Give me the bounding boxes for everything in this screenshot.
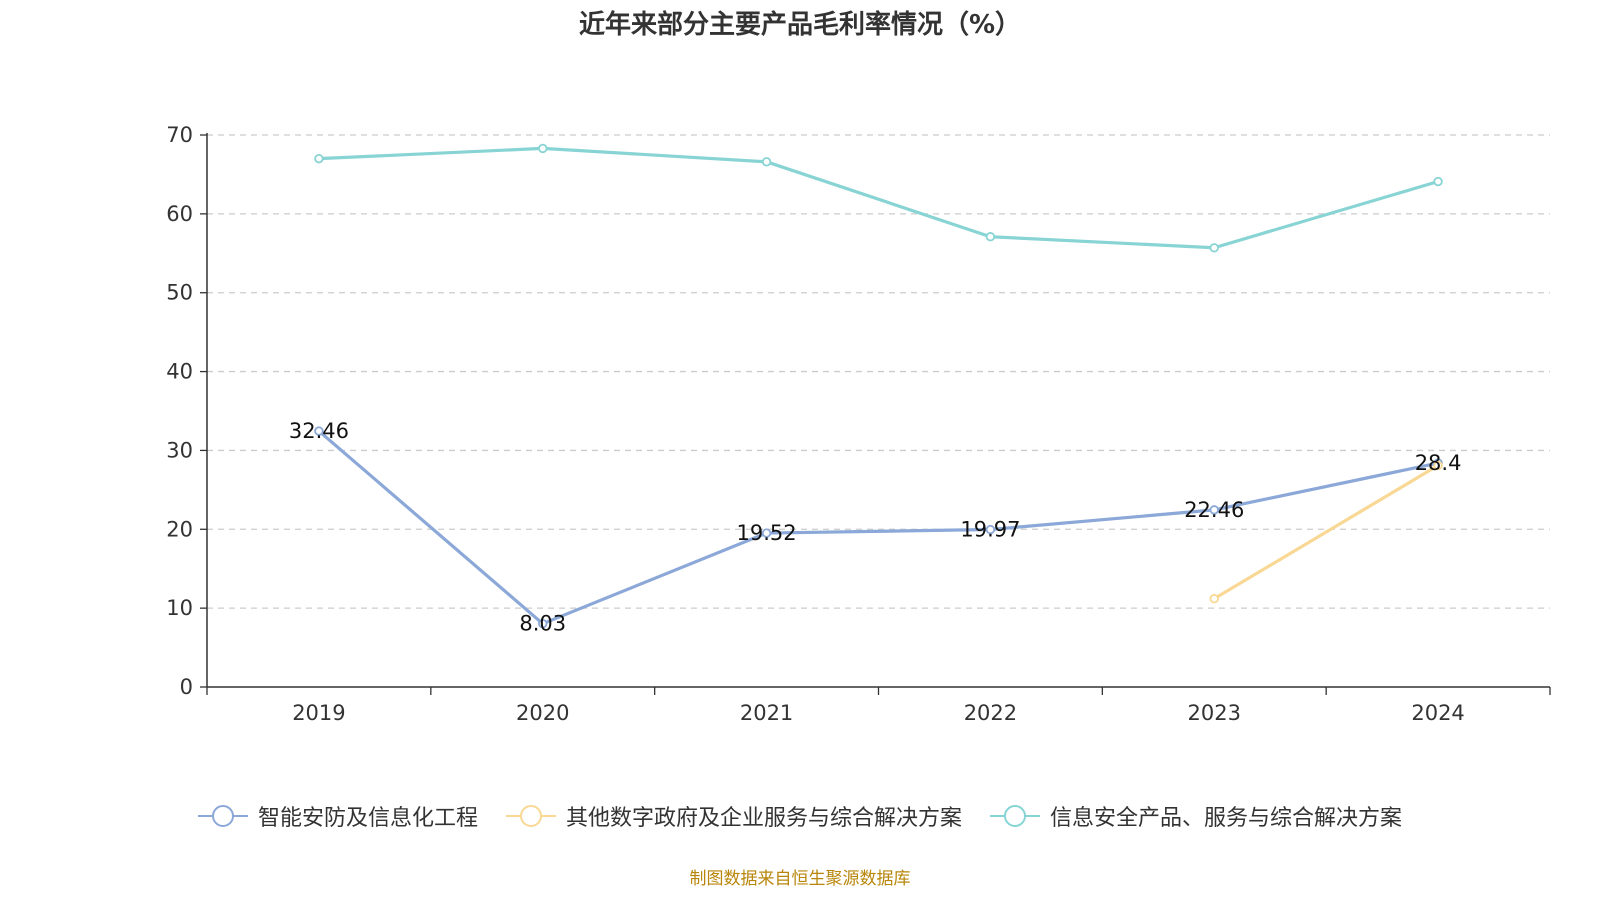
legend-line-circle-icon <box>990 805 1040 827</box>
x-tick-label: 2022 <box>964 701 1017 725</box>
y-tick-label: 10 <box>166 596 193 620</box>
y-tick-label: 30 <box>166 438 193 462</box>
y-tick-label: 50 <box>166 281 193 305</box>
data-label: 8.03 <box>519 612 566 636</box>
y-tick-label: 70 <box>166 123 193 147</box>
grid-lines <box>207 134 1550 609</box>
data-point <box>538 618 548 629</box>
legend-circle <box>519 805 542 827</box>
series-line-2 <box>318 146 1439 250</box>
legend-line-circle-icon <box>505 805 556 827</box>
data-point <box>985 524 996 535</box>
data-label: 19.52 <box>737 521 797 545</box>
data-point <box>1433 176 1443 187</box>
data-labels: 32.46 8.03 19.52 19.97 22.46 28.4 <box>289 419 1462 636</box>
data-point <box>1209 243 1219 253</box>
data-label: 32.46 <box>289 419 349 443</box>
legend-item-0[interactable]: 智能安防及信息化工程 <box>197 800 478 832</box>
source-note: 制图数据来自恒生聚源数据库 <box>689 869 911 889</box>
x-tick-label: 2021 <box>740 701 793 725</box>
data-label: 28.4 <box>1415 451 1462 475</box>
data-point <box>761 157 772 167</box>
legend-circle <box>1004 805 1026 827</box>
legend-circle <box>211 805 234 827</box>
x-tick-label: 2023 <box>1188 701 1241 725</box>
chart-title: 近年来部分主要产品毛利率情况（%） <box>578 10 1022 40</box>
data-point <box>1209 593 1219 604</box>
axes: 0 10 20 30 40 50 60 70 2019 2020 2021 2022 2023 2024 <box>166 123 1551 725</box>
x-tick-label: 2019 <box>292 701 345 725</box>
data-point <box>314 153 324 164</box>
data-point <box>538 143 548 154</box>
data-label: 22.46 <box>1184 498 1244 522</box>
legend-label: 其他数字政府及企业服务与综合解决方案 <box>565 806 962 831</box>
series-line-0 <box>317 429 1439 626</box>
x-tick-label: 2024 <box>1411 701 1464 725</box>
y-tick-label: 0 <box>180 675 193 699</box>
data-point <box>1209 505 1219 515</box>
data-label: 19.97 <box>960 518 1020 542</box>
x-tick-label: 2020 <box>516 701 569 725</box>
legend: 智能安防及信息化工程 其他数字政府及企业服务与综合解决方案 信息安全产品、服务与综合… <box>0 800 1600 832</box>
series-lines <box>314 143 1443 629</box>
data-point <box>314 426 324 436</box>
data-point <box>985 232 996 242</box>
legend-item-2[interactable]: 信息安全产品、服务与综合解决方案 <box>990 800 1402 832</box>
data-point <box>761 528 772 538</box>
y-tick-label: 60 <box>166 202 193 226</box>
y-tick-label: 20 <box>166 517 193 541</box>
legend-label: 信息安全产品、服务与综合解决方案 <box>1050 806 1403 831</box>
y-tick-label: 40 <box>166 360 193 384</box>
legend-item-1[interactable]: 其他数字政府及企业服务与综合解决方案 <box>505 800 962 832</box>
legend-line-circle-icon <box>197 805 248 827</box>
legend-label: 智能安防及信息化工程 <box>257 806 478 831</box>
series-line-1 <box>1213 464 1439 601</box>
data-point <box>1433 460 1443 471</box>
